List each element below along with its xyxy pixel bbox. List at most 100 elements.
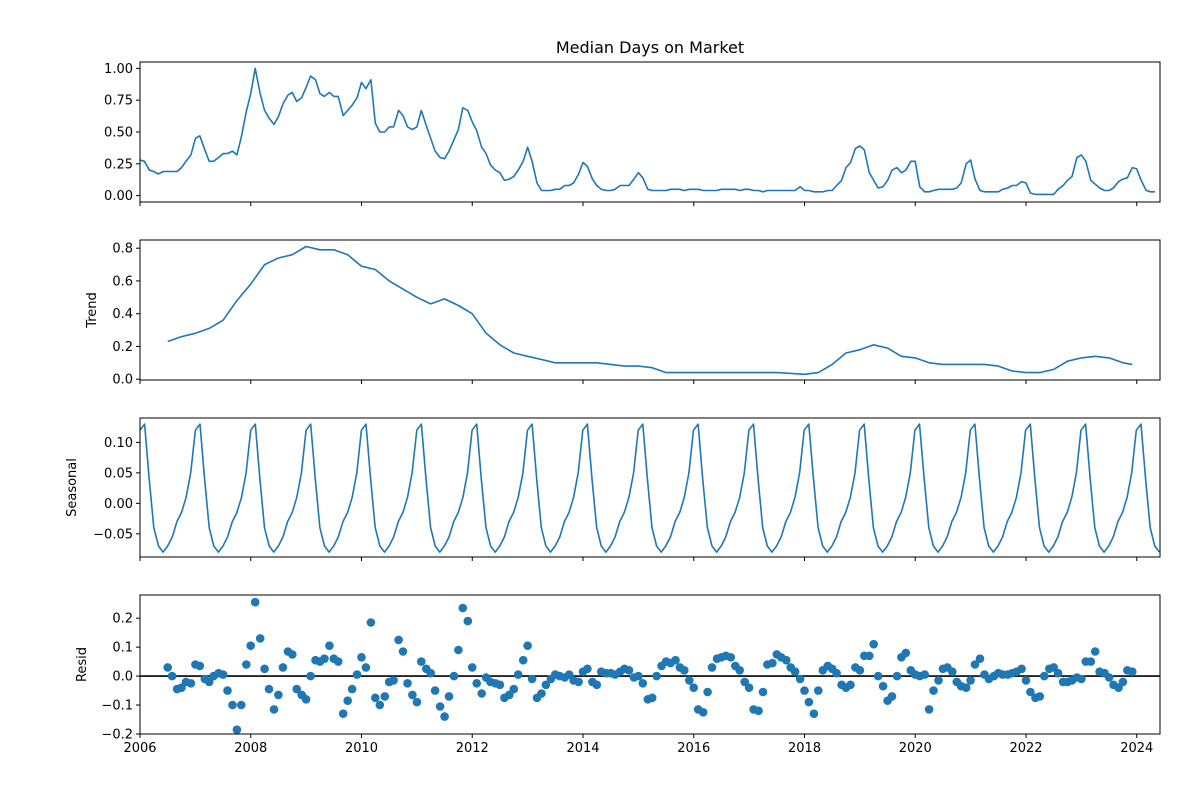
resid-point: [1026, 687, 1035, 697]
y-tick-label: −0.2: [101, 728, 133, 743]
resid-point: [467, 663, 477, 672]
resid-point: [865, 651, 874, 661]
resid-point: [242, 660, 251, 669]
y-tick-label: 0.4: [112, 307, 133, 322]
resid-point: [707, 663, 717, 672]
resid-point: [541, 680, 551, 690]
resid-point: [325, 641, 334, 650]
resid-point: [357, 653, 366, 662]
resid-point: [454, 645, 463, 655]
panel-3: −0.05 0.00 0.05 0.10 Seasonal: [65, 417, 1161, 561]
resid-point: [371, 693, 380, 703]
resid-point: [320, 654, 329, 663]
resid-point: [887, 692, 897, 701]
resid-point: [361, 663, 371, 672]
x-tick-label: 2014: [566, 741, 599, 756]
data-layer: [140, 423, 1160, 553]
y-axis-label: Resid: [75, 647, 90, 682]
resid-point: [638, 679, 648, 688]
resid-point: [754, 706, 763, 716]
resid-point: [426, 668, 436, 678]
resid-point: [228, 700, 237, 710]
resid-point: [495, 680, 505, 690]
resid-point: [1021, 676, 1031, 685]
resid-point: [768, 658, 777, 668]
resid-point: [924, 705, 934, 714]
resid-point: [264, 684, 274, 694]
x-tick-label: 2024: [1120, 741, 1153, 756]
resid-point: [288, 650, 297, 659]
x-tick-label: 2016: [677, 741, 710, 756]
resid-point: [440, 712, 449, 721]
resid-point: [634, 671, 643, 681]
y-tick-label: 0.0: [112, 373, 133, 388]
panel-1: 0.00 0.25 0.50 0.75 1.00 Median Days on Marke…: [104, 38, 1161, 206]
resid-point: [1053, 668, 1063, 678]
resid-point: [278, 663, 288, 672]
resid-point: [260, 664, 269, 674]
resid-point: [398, 647, 408, 656]
resid-point: [735, 666, 744, 675]
resid-point: [232, 725, 242, 734]
resid-point: [685, 676, 694, 685]
resid-point: [449, 671, 459, 681]
y-tick-label: 0.25: [104, 157, 133, 172]
resid-point: [934, 676, 943, 685]
y-tick-label: 0.10: [104, 436, 133, 451]
axes-frame: [139, 594, 1161, 735]
resid-point: [177, 683, 186, 692]
x-tick-label: 2022: [1009, 741, 1042, 756]
chart-title: Median Days on Market: [556, 38, 744, 57]
resid-point: [1040, 671, 1049, 681]
resid-point: [518, 655, 528, 665]
y-tick-label: 1.00: [104, 62, 133, 77]
panel-4: −0.2 −0.1 0.0 0.1 0.2 2006 2008 2010 2012 2014 201…: [75, 594, 1161, 756]
resid-point: [1104, 673, 1114, 682]
y-tick-label: 0.6: [112, 274, 133, 289]
series-line-1: [140, 67, 1155, 196]
resid-point: [703, 687, 712, 697]
resid-point: [375, 700, 385, 710]
y-tick-label: 0.75: [104, 94, 133, 109]
y-tick-label: −0.05: [93, 527, 133, 542]
resid-point: [948, 667, 957, 676]
resid-point: [698, 708, 708, 717]
resid-point: [167, 671, 177, 681]
resid-point: [920, 670, 929, 679]
y-tick-label: 0.50: [104, 126, 133, 141]
resid-point: [301, 695, 311, 704]
resid-point: [961, 683, 971, 692]
resid-point: [412, 697, 422, 707]
resid-point: [758, 687, 768, 697]
resid-point: [380, 692, 390, 701]
y-tick-label: 0.0: [112, 670, 133, 685]
resid-point: [186, 679, 196, 688]
y-tick-label: 0.05: [104, 466, 133, 481]
resid-point: [574, 677, 583, 687]
x-tick-label: 2012: [456, 741, 489, 756]
resid-point: [795, 674, 805, 684]
resid-point: [163, 663, 172, 672]
resid-point: [408, 690, 417, 700]
resid-point: [333, 657, 343, 666]
resid-point: [223, 686, 232, 695]
y-tick-label: 0.00: [104, 189, 133, 204]
resid-point: [970, 660, 980, 669]
y-tick-label: 0.00: [104, 497, 133, 512]
resid-point: [527, 674, 537, 684]
resid-point: [237, 700, 246, 710]
resid-point: [814, 686, 823, 695]
resid-point: [1035, 692, 1045, 701]
y-tick-label: 0.1: [112, 641, 133, 656]
y-tick-label: −0.1: [101, 699, 133, 714]
resid-point: [269, 705, 279, 714]
resid-point: [255, 634, 265, 643]
resid-point: [444, 692, 454, 701]
resid-point: [744, 683, 754, 692]
resid-point: [624, 666, 634, 675]
resid-point: [800, 686, 809, 695]
resid-point: [647, 693, 657, 703]
resid-point: [1128, 667, 1137, 676]
